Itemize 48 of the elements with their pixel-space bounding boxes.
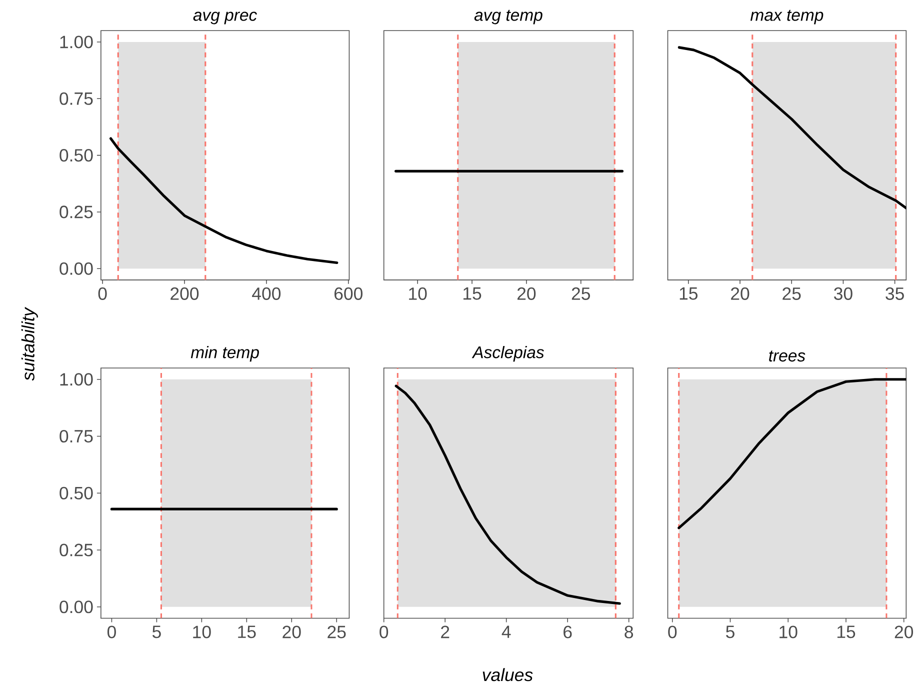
y-tick-label: 0.50 bbox=[60, 149, 93, 162]
x-tick-label: 15 bbox=[837, 626, 856, 638]
y-tick-label: 0.75 bbox=[60, 430, 93, 443]
x-tick-label: 6 bbox=[564, 626, 572, 639]
chart-title: trees bbox=[769, 350, 806, 362]
x-tick-label: 15 bbox=[464, 288, 482, 300]
x-axis-title: values bbox=[482, 668, 533, 682]
line-series bbox=[109, 137, 338, 264]
x-tick-label: 0 bbox=[668, 626, 677, 639]
x-tick-label: 10 bbox=[780, 626, 798, 639]
x-tick-label: 200 bbox=[170, 288, 199, 300]
x-tick-label: 400 bbox=[252, 288, 281, 300]
x-tick-label: 600 bbox=[334, 288, 363, 300]
x-tick-label: 0 bbox=[107, 626, 116, 639]
y-tick-label: 0.50 bbox=[60, 487, 93, 500]
y-axis-title: suitability bbox=[21, 307, 38, 381]
y-tick-label: 0.75 bbox=[60, 92, 93, 106]
chart-title: max temp bbox=[750, 10, 824, 24]
y-tick-label: 1.00 bbox=[60, 36, 93, 49]
y-tick-label: 0.00 bbox=[60, 262, 93, 276]
x-tick-label: 8 bbox=[624, 626, 634, 639]
x-tick-label: 0 bbox=[380, 626, 388, 639]
x-tick-label: 4 bbox=[502, 626, 511, 638]
y-tick-label: 1.00 bbox=[60, 373, 93, 386]
x-tick-label: 2 bbox=[441, 626, 450, 638]
x-tick-label: 15 bbox=[680, 288, 698, 300]
x-tick-label: 20 bbox=[282, 626, 301, 639]
x-tick-label: 25 bbox=[782, 288, 801, 300]
chart-title: min temp bbox=[190, 346, 259, 362]
x-tick-label: 5 bbox=[726, 626, 734, 638]
y-tick-label: 0.25 bbox=[60, 206, 93, 218]
x-tick-label: 20 bbox=[894, 626, 914, 639]
chart-title: avg temp bbox=[474, 10, 542, 24]
x-tick-label: 10 bbox=[409, 288, 427, 300]
x-tick-label: 20 bbox=[731, 288, 750, 300]
chart-title: Asclepias bbox=[472, 346, 544, 362]
y-tick-label: 0.00 bbox=[60, 600, 93, 614]
x-tick-label: 20 bbox=[517, 288, 536, 300]
chart-title: avg prec bbox=[193, 12, 257, 24]
x-tick-label: 15 bbox=[238, 626, 256, 638]
x-tick-label: 25 bbox=[328, 626, 346, 639]
x-tick-label: 30 bbox=[834, 288, 852, 300]
x-tick-label: 10 bbox=[193, 626, 211, 639]
x-tick-label: 0 bbox=[98, 288, 107, 300]
y-tick-label: 0.25 bbox=[60, 544, 93, 557]
x-tick-label: 25 bbox=[572, 288, 590, 300]
x-tick-label: 5 bbox=[152, 626, 161, 638]
x-tick-label: 35 bbox=[886, 288, 904, 300]
